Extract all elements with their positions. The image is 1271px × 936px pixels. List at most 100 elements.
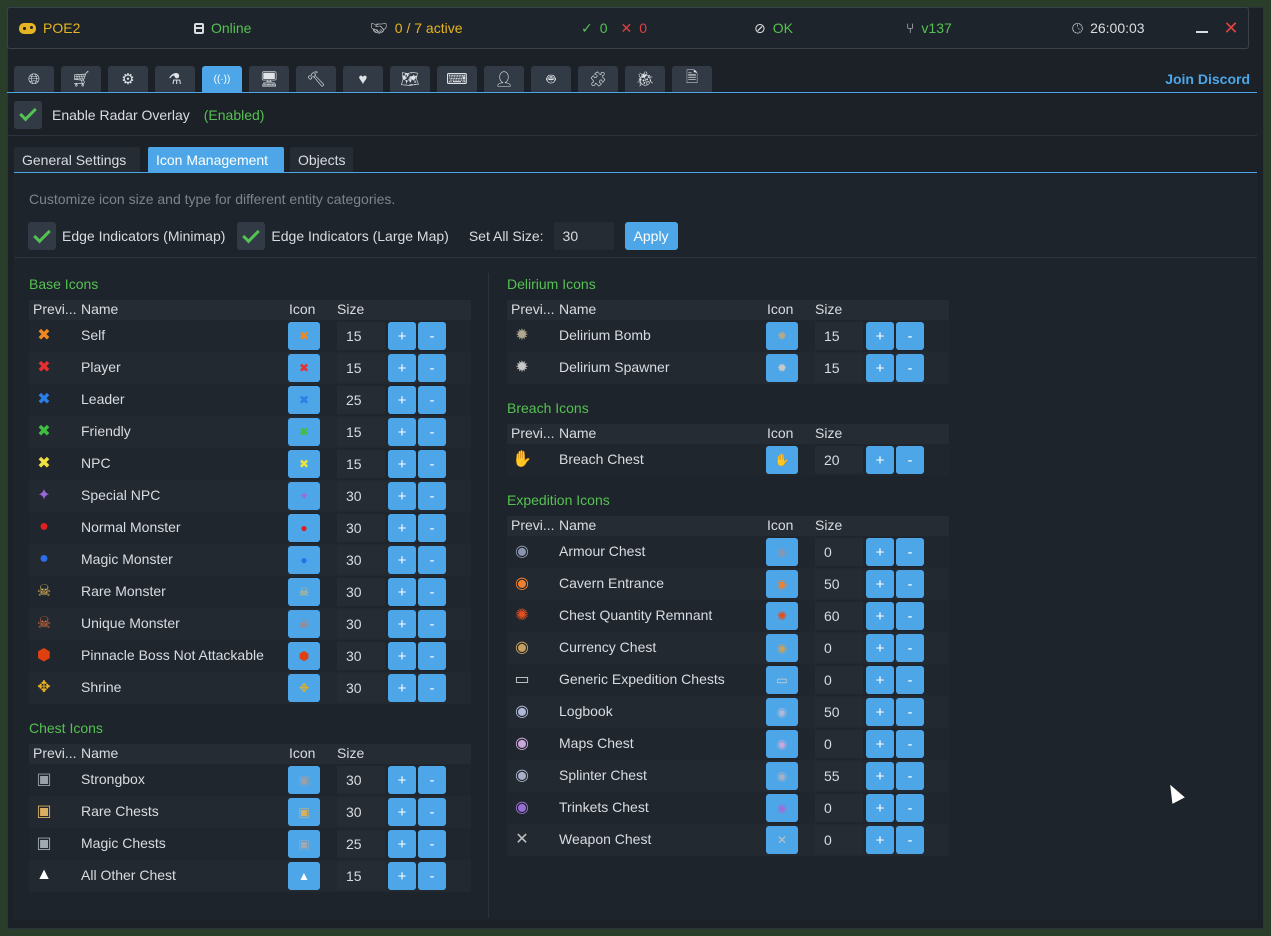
icon-picker-button[interactable]: ✕: [766, 826, 798, 854]
decrease-size-button[interactable]: -: [896, 322, 924, 350]
size-input[interactable]: 25: [337, 386, 385, 414]
increase-size-button[interactable]: +: [866, 602, 894, 630]
increase-size-button[interactable]: +: [866, 826, 894, 854]
increase-size-button[interactable]: +: [388, 674, 416, 702]
tab-map[interactable]: 🗺︎: [390, 66, 430, 92]
decrease-size-button[interactable]: -: [418, 450, 446, 478]
icon-picker-button[interactable]: ✖: [288, 450, 320, 478]
icon-picker-button[interactable]: ⬢: [288, 642, 320, 670]
decrease-size-button[interactable]: -: [896, 634, 924, 662]
increase-size-button[interactable]: +: [388, 386, 416, 414]
increase-size-button[interactable]: +: [388, 322, 416, 350]
decrease-size-button[interactable]: -: [418, 830, 446, 858]
increase-size-button[interactable]: +: [388, 482, 416, 510]
tab-gear[interactable]: ⚙: [108, 66, 148, 92]
increase-size-button[interactable]: +: [388, 766, 416, 794]
decrease-size-button[interactable]: -: [418, 322, 446, 350]
decrease-size-button[interactable]: -: [418, 578, 446, 606]
decrease-size-button[interactable]: -: [418, 514, 446, 542]
increase-size-button[interactable]: +: [866, 730, 894, 758]
apply-button[interactable]: Apply: [624, 222, 678, 250]
size-input[interactable]: 20: [815, 446, 863, 474]
tab-bug[interactable]: 🐞︎: [625, 66, 665, 92]
increase-size-button[interactable]: +: [388, 354, 416, 382]
tab-globe[interactable]: 🌐︎: [14, 66, 54, 92]
size-input[interactable]: 50: [815, 698, 863, 726]
size-input[interactable]: 55: [815, 762, 863, 790]
tab-robot[interactable]: 🤖︎: [531, 66, 571, 92]
increase-size-button[interactable]: +: [866, 666, 894, 694]
increase-size-button[interactable]: +: [866, 634, 894, 662]
icon-picker-button[interactable]: ✖: [288, 386, 320, 414]
icon-picker-button[interactable]: ▣: [288, 798, 320, 826]
decrease-size-button[interactable]: -: [418, 418, 446, 446]
increase-size-button[interactable]: +: [866, 538, 894, 566]
size-input[interactable]: 30: [337, 674, 385, 702]
icon-picker-button[interactable]: ☠: [288, 610, 320, 638]
decrease-size-button[interactable]: -: [896, 730, 924, 758]
size-input[interactable]: 0: [815, 634, 863, 662]
size-input[interactable]: 30: [337, 546, 385, 574]
decrease-size-button[interactable]: -: [418, 862, 446, 890]
increase-size-button[interactable]: +: [388, 514, 416, 542]
icon-picker-button[interactable]: ●: [288, 546, 320, 574]
icon-picker-button[interactable]: ▲: [288, 862, 320, 890]
tab-heart-pulse[interactable]: ♥: [343, 66, 383, 92]
size-input[interactable]: 30: [337, 482, 385, 510]
tab-flask[interactable]: ⚗: [155, 66, 195, 92]
tab-general-settings[interactable]: General Settings: [14, 147, 140, 172]
increase-size-button[interactable]: +: [388, 578, 416, 606]
icon-picker-button[interactable]: ▭: [766, 666, 798, 694]
decrease-size-button[interactable]: -: [896, 354, 924, 382]
tab-radar[interactable]: ((·)): [202, 66, 242, 92]
icon-picker-button[interactable]: ✖: [288, 354, 320, 382]
size-input[interactable]: 30: [337, 578, 385, 606]
decrease-size-button[interactable]: -: [896, 602, 924, 630]
decrease-size-button[interactable]: -: [418, 642, 446, 670]
icon-picker-button[interactable]: ◉: [766, 730, 798, 758]
size-input[interactable]: 0: [815, 826, 863, 854]
icon-picker-button[interactable]: ◉: [766, 570, 798, 598]
decrease-size-button[interactable]: -: [418, 354, 446, 382]
increase-size-button[interactable]: +: [866, 762, 894, 790]
icon-picker-button[interactable]: ◉: [766, 538, 798, 566]
decrease-size-button[interactable]: -: [896, 570, 924, 598]
tab-file[interactable]: 🗎: [672, 66, 712, 92]
icon-picker-button[interactable]: ◉: [766, 698, 798, 726]
tab-keyboard[interactable]: ⌨: [437, 66, 477, 92]
size-input[interactable]: 15: [337, 322, 385, 350]
increase-size-button[interactable]: +: [388, 546, 416, 574]
icon-picker-button[interactable]: ▣: [288, 830, 320, 858]
tab-puzzle[interactable]: 🧩︎: [578, 66, 618, 92]
edge-largemap-checkbox[interactable]: [237, 222, 266, 250]
tab-hammer[interactable]: 🔨︎: [296, 66, 336, 92]
icon-picker-button[interactable]: ✖: [288, 418, 320, 446]
icon-picker-button[interactable]: ✦: [288, 482, 320, 510]
increase-size-button[interactable]: +: [866, 322, 894, 350]
increase-size-button[interactable]: +: [866, 354, 894, 382]
decrease-size-button[interactable]: -: [896, 698, 924, 726]
tab-cart[interactable]: 🛒︎: [61, 66, 101, 92]
size-input[interactable]: 0: [815, 794, 863, 822]
decrease-size-button[interactable]: -: [418, 610, 446, 638]
size-input[interactable]: 15: [815, 322, 863, 350]
icon-picker-button[interactable]: ✹: [766, 354, 798, 382]
size-input[interactable]: 0: [815, 730, 863, 758]
edge-minimap-checkbox[interactable]: [28, 222, 56, 250]
size-input[interactable]: 15: [337, 354, 385, 382]
set-all-size-input[interactable]: 30: [553, 222, 614, 250]
tab-monitor[interactable]: 🖥︎: [249, 66, 289, 92]
size-input[interactable]: 0: [815, 666, 863, 694]
radar-overlay-checkbox[interactable]: [14, 100, 42, 129]
icon-picker-button[interactable]: ✋: [766, 446, 798, 474]
size-input[interactable]: 15: [815, 354, 863, 382]
decrease-size-button[interactable]: -: [418, 546, 446, 574]
decrease-size-button[interactable]: -: [418, 674, 446, 702]
icon-picker-button[interactable]: ◉: [766, 794, 798, 822]
increase-size-button[interactable]: +: [866, 698, 894, 726]
icon-picker-button[interactable]: ✥: [288, 674, 320, 702]
size-input[interactable]: 60: [815, 602, 863, 630]
decrease-size-button[interactable]: -: [896, 538, 924, 566]
icon-picker-button[interactable]: ◉: [766, 762, 798, 790]
decrease-size-button[interactable]: -: [418, 766, 446, 794]
